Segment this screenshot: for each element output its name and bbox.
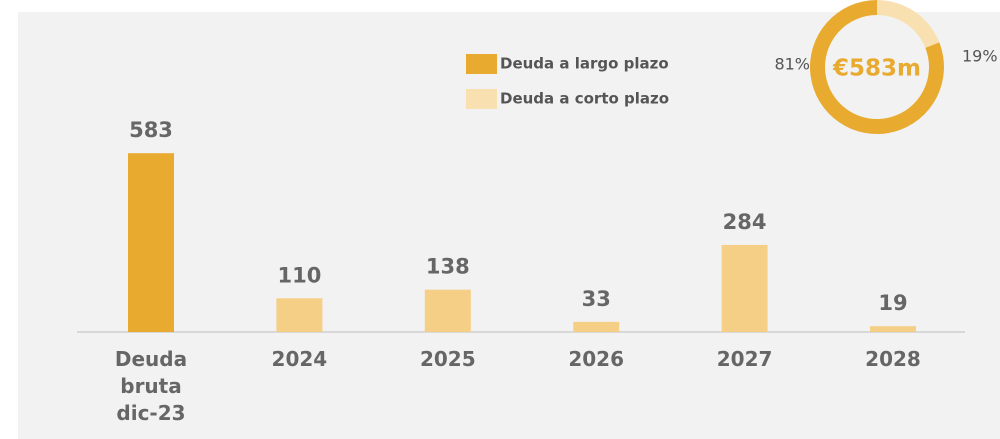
bar xyxy=(573,321,620,332)
bar xyxy=(424,289,471,332)
donut-label: 19% xyxy=(962,47,998,66)
x-tick-label: 2028 xyxy=(865,347,921,371)
chart-background xyxy=(18,12,1000,439)
x-tick-label: 2026 xyxy=(568,347,625,371)
donut-label: 81% xyxy=(774,55,810,74)
value-label: 33 xyxy=(582,287,611,311)
bar xyxy=(276,298,323,332)
x-tick-label: 2027 xyxy=(716,347,773,371)
legend-label: Deuda a largo plazo xyxy=(500,55,669,73)
bar xyxy=(128,153,174,332)
legend-label: Deuda a corto plazo xyxy=(500,90,669,108)
bar xyxy=(870,326,916,332)
value-label: 110 xyxy=(277,263,321,287)
x-tick-label: Deuda bruta dic-23 xyxy=(114,347,188,425)
legend-swatch xyxy=(466,54,497,74)
value-label: 284 xyxy=(723,210,767,234)
x-tick-label: 2024 xyxy=(271,347,328,371)
donut-segment xyxy=(877,0,940,48)
value-label: 19 xyxy=(878,291,907,315)
legend-swatch xyxy=(466,89,497,109)
value-label: 583 xyxy=(129,118,173,142)
bar xyxy=(721,244,768,332)
donut-center-label: €583m xyxy=(832,56,921,82)
value-label: 138 xyxy=(426,255,470,279)
x-tick-label: 2025 xyxy=(419,347,476,371)
